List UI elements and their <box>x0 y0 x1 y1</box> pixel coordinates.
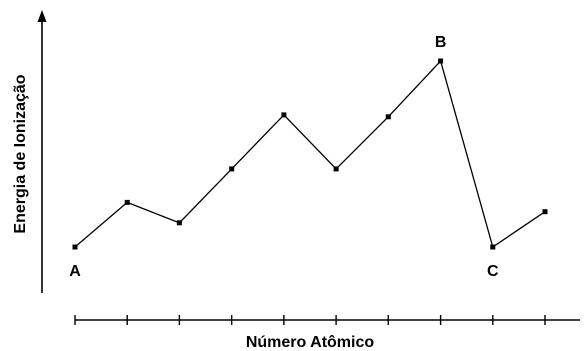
data-point-3 <box>176 220 182 226</box>
data-point-9 <box>490 244 496 250</box>
point-label-b: B <box>435 34 447 51</box>
x-axis-ticks <box>74 315 546 325</box>
point-labels: A B C <box>69 34 499 280</box>
series-line <box>74 59 546 249</box>
data-point-6 <box>333 166 339 172</box>
y-axis-arrow <box>37 10 47 22</box>
point-label-a: A <box>69 263 81 280</box>
point-label-c: C <box>487 263 499 280</box>
data-point-2 <box>124 199 130 205</box>
x-axis-title: Número Atômico <box>246 334 375 351</box>
y-axis-title: Energia de Ionização <box>12 74 29 233</box>
data-points <box>72 58 548 250</box>
data-point-5 <box>281 112 287 118</box>
data-point-10 <box>542 209 548 215</box>
data-point-7 <box>385 114 391 120</box>
data-point-4 <box>229 166 235 172</box>
data-point-1 <box>72 244 78 250</box>
data-point-8 <box>438 58 444 64</box>
